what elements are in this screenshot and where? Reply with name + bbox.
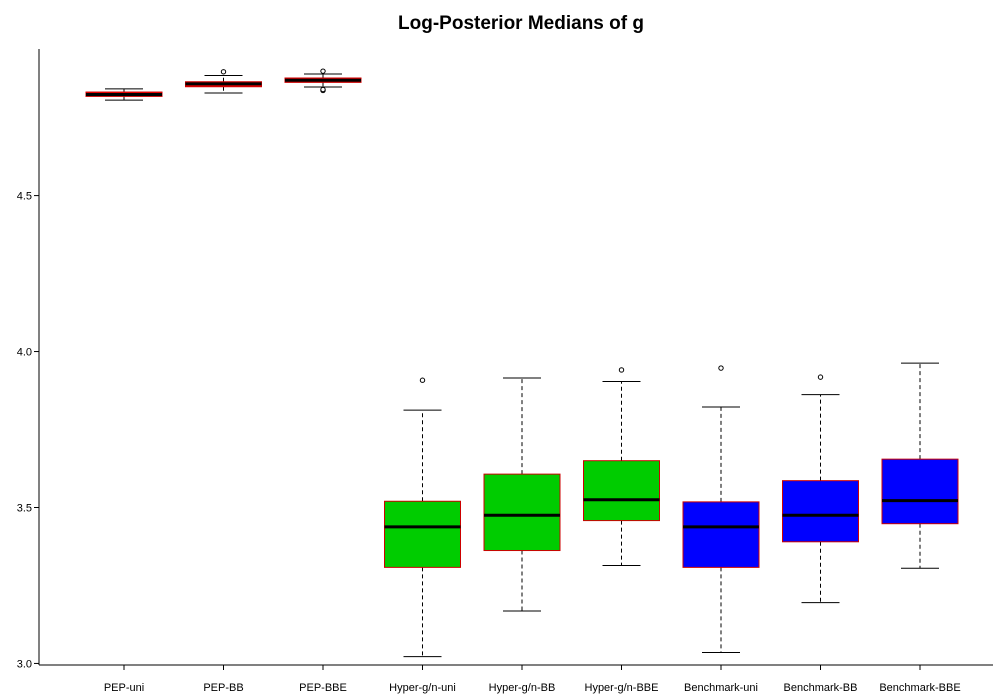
x-tick-label: Hyper-g/n-BB	[489, 682, 556, 694]
outlier-point	[320, 86, 326, 93]
box-iqr	[881, 458, 959, 525]
box-iqr	[583, 460, 660, 522]
box-group	[881, 362, 959, 569]
x-tick-label: PEP-BB	[203, 682, 243, 694]
box-group	[284, 68, 362, 94]
box-group	[85, 88, 163, 101]
x-tick-label: PEP-uni	[104, 682, 144, 694]
x-tick-label: Benchmark-uni	[684, 682, 758, 694]
outlier-point	[320, 68, 326, 74]
box-group	[682, 365, 760, 654]
x-tick-labels: PEP-uni PEP-BB PEP-BBE Hyper-g/n-uni Hyper-g…	[104, 665, 961, 694]
y-ticks: 3.0 3.5 4.0 4.5	[17, 191, 39, 670]
outlier-point	[419, 377, 426, 383]
boxes	[85, 68, 959, 658]
y-tick-label: 3.5	[17, 502, 32, 514]
box-group	[483, 377, 561, 612]
y-tick-label: 3.0	[17, 658, 32, 670]
outlier-point	[220, 69, 227, 75]
chart-title: Log-Posterior Medians of g	[398, 13, 644, 34]
box-iqr	[483, 473, 561, 552]
box-group	[583, 367, 660, 567]
x-tick-label: Benchmark-BBE	[879, 682, 960, 694]
outlier-point	[718, 365, 724, 371]
outlier-point	[817, 374, 824, 380]
y-tick-label: 4.5	[17, 191, 32, 203]
x-tick-label: PEP-BBE	[299, 682, 347, 694]
outlier-point	[618, 367, 625, 373]
y-tick-label: 4.0	[17, 347, 32, 359]
x-tick-label: Hyper-g/n-uni	[389, 682, 456, 694]
box-iqr	[782, 480, 859, 543]
box-iqr	[384, 500, 461, 568]
x-tick-label: Hyper-g/n-BBE	[585, 682, 659, 694]
box-group	[782, 374, 859, 604]
box-group	[384, 377, 461, 658]
box-group	[185, 69, 262, 94]
x-tick-label: Benchmark-BB	[784, 682, 858, 694]
box-iqr	[682, 501, 760, 568]
